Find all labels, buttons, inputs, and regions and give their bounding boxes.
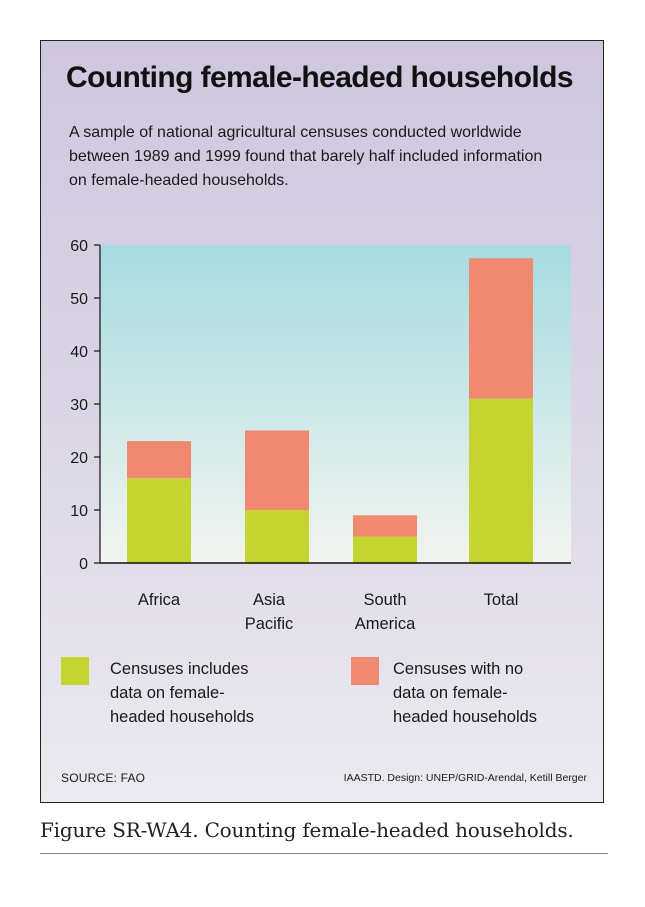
infographic-panel: Counting female-headed households A samp… xyxy=(40,40,604,803)
bar-asia-pacific-includes xyxy=(245,510,309,563)
figure-caption: Figure SR-WA4. Counting female-headed ho… xyxy=(40,818,574,842)
bar-chart: 0 10 20 30 40 50 60 Africa Asia Pacific South Amer… xyxy=(70,238,571,633)
caption-divider xyxy=(40,853,608,854)
bar-asia-pacific-no-data xyxy=(245,430,309,510)
x-category-label: Asia Pacific xyxy=(245,591,294,633)
legend-swatch-includes xyxy=(61,657,89,685)
x-category-label: Total xyxy=(484,591,519,609)
bar-total-includes xyxy=(469,398,533,563)
design-credit: IAASTD. Design: UNEP/GRID-Arendal, Ketil… xyxy=(343,772,587,784)
y-tick-label: 0 xyxy=(79,556,88,573)
x-category-label: South America xyxy=(355,591,416,633)
chart-subtitle: A sample of national agricultural census… xyxy=(69,124,543,189)
x-category-label: Africa xyxy=(138,591,181,609)
y-tick-label: 20 xyxy=(70,450,88,467)
y-tick-label: 60 xyxy=(70,238,88,255)
chart-title: Counting female-headed households xyxy=(66,61,574,94)
legend-label-no-data: Censuses with no data on female- headed … xyxy=(393,660,538,726)
bar-total-no-data xyxy=(469,258,533,399)
y-tick-label: 10 xyxy=(70,503,88,520)
source-note: SOURCE: FAO xyxy=(61,771,146,785)
bar-africa-includes xyxy=(127,478,191,563)
y-tick-label: 30 xyxy=(70,397,88,414)
bar-africa-no-data xyxy=(127,441,191,479)
legend-swatch-no-data xyxy=(351,657,379,685)
y-tick-label: 40 xyxy=(70,344,88,361)
bar-south-america-no-data xyxy=(353,515,417,537)
bar-south-america-includes xyxy=(353,536,417,563)
y-tick-label: 50 xyxy=(70,291,88,308)
legend-label-includes: Censuses includes data on female- headed… xyxy=(110,660,255,726)
